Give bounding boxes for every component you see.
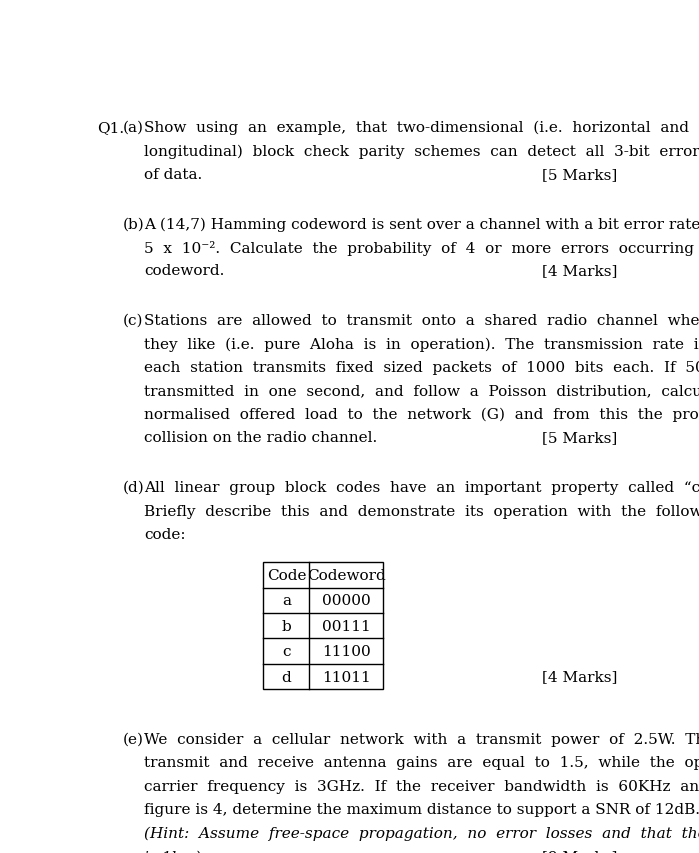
Text: Briefly  describe  this  and  demonstrate  its  operation  with  the  following : Briefly describe this and demonstrate it… <box>144 504 699 518</box>
Text: (e): (e) <box>122 732 143 746</box>
Text: All  linear  group  block  codes  have  an  important  property  called  “closur: All linear group block codes have an imp… <box>144 480 699 494</box>
Text: is 1km): is 1km) <box>144 850 201 853</box>
Text: We  consider  a  cellular  network  with  a  transmit  power  of  2.5W.  The: We consider a cellular network with a tr… <box>144 732 699 746</box>
Text: (d): (d) <box>122 480 144 494</box>
Text: d: d <box>282 670 291 684</box>
Text: of data.: of data. <box>144 168 203 182</box>
Text: code:: code: <box>144 527 186 542</box>
Text: each  station  transmits  fixed  sized  packets  of  1000  bits  each.  If  50  : each station transmits fixed sized packe… <box>144 361 699 374</box>
Text: codeword.: codeword. <box>144 264 224 278</box>
Text: Show  using  an  example,  that  two-dimensional  (i.e.  horizontal  and: Show using an example, that two-dimensio… <box>144 121 689 135</box>
Text: (Hint:  Assume  free-space  propagation,  no  error  losses  and  that  the  ref: (Hint: Assume free-space propagation, no… <box>144 826 699 840</box>
Bar <box>264 563 382 689</box>
Text: 00000: 00000 <box>322 594 370 607</box>
Text: transmit  and  receive  antenna  gains  are  equal  to  1.5,  while  the  operat: transmit and receive antenna gains are e… <box>144 755 699 769</box>
Text: carrier  frequency  is  3GHz.  If  the  receiver  bandwidth  is  60KHz  and  the: carrier frequency is 3GHz. If the receiv… <box>144 779 699 792</box>
Text: (c): (c) <box>122 313 143 328</box>
Text: [5 Marks]: [5 Marks] <box>542 431 617 445</box>
Text: Stations  are  allowed  to  transmit  onto  a  shared  radio  channel  whenever: Stations are allowed to transmit onto a … <box>144 313 699 328</box>
Text: 00111: 00111 <box>322 619 370 633</box>
Text: [9 Marks]: [9 Marks] <box>542 850 617 853</box>
Text: 11100: 11100 <box>322 644 370 659</box>
Text: normalised  offered  load  to  the  network  (G)  and  from  this  the  probabil: normalised offered load to the network (… <box>144 408 699 422</box>
Text: longitudinal)  block  check  parity  schemes  can  detect  all  3-bit  errors  i: longitudinal) block check parity schemes… <box>144 144 699 159</box>
Text: transmitted  in  one  second,  and  follow  a  Poisson  distribution,  calculate: transmitted in one second, and follow a … <box>144 384 699 398</box>
Text: [5 Marks]: [5 Marks] <box>542 168 617 182</box>
Text: Codeword: Codeword <box>307 568 385 583</box>
Text: figure is 4, determine the maximum distance to support a SNR of 12dB.: figure is 4, determine the maximum dista… <box>144 803 699 816</box>
Text: [4 Marks]: [4 Marks] <box>542 264 617 278</box>
Text: c: c <box>282 644 291 659</box>
Text: (b): (b) <box>122 218 144 231</box>
Text: Code: Code <box>267 568 306 583</box>
Text: a: a <box>282 594 291 607</box>
Text: 5  x  10⁻².  Calculate  the  probability  of  4  or  more  errors  occurring  in: 5 x 10⁻². Calculate the probability of 4… <box>144 241 699 256</box>
Text: Q1.: Q1. <box>97 121 124 135</box>
Text: A (14,7) Hamming codeword is sent over a channel with a bit error rate of: A (14,7) Hamming codeword is sent over a… <box>144 218 699 231</box>
Text: 11011: 11011 <box>322 670 370 684</box>
Text: b: b <box>282 619 291 633</box>
Text: (a): (a) <box>122 121 143 135</box>
Text: they  like  (i.e.  pure  Aloha  is  in  operation).  The  transmission  rate  is: they like (i.e. pure Aloha is in operati… <box>144 337 699 351</box>
Text: [4 Marks]: [4 Marks] <box>542 670 617 684</box>
Text: collision on the radio channel.: collision on the radio channel. <box>144 431 377 445</box>
